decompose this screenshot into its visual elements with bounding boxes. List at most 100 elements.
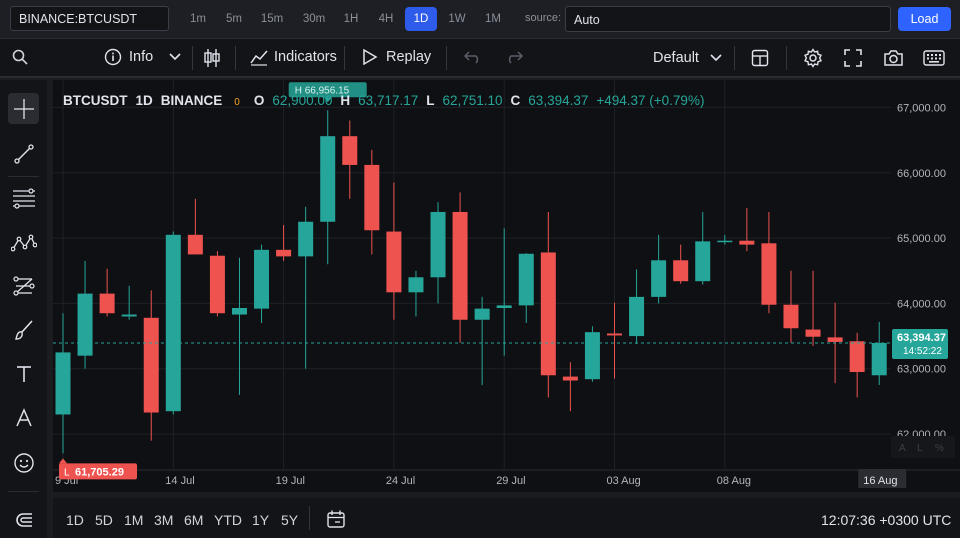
candle-body	[430, 211, 446, 278]
pattern-icon	[10, 234, 37, 251]
load-button[interactable]: Load	[898, 7, 951, 31]
layout-icon[interactable]	[751, 49, 769, 67]
range-6m[interactable]: 6M	[184, 512, 204, 528]
legend-low-label: L	[426, 93, 435, 108]
play-icon	[363, 48, 378, 66]
range-3m[interactable]: 3M	[154, 512, 174, 528]
range-5d[interactable]: 5D	[95, 512, 113, 528]
layout-select[interactable]: Default	[653, 50, 723, 66]
layout-label: Default	[653, 50, 699, 66]
candle-body	[77, 293, 93, 356]
candle-body	[849, 341, 865, 373]
price-tick-label: 66,000.00	[897, 168, 946, 180]
emoji-tool[interactable]	[8, 447, 39, 478]
tools-divider	[8, 176, 39, 177]
candle-body	[739, 240, 755, 245]
crosshair-icon	[13, 98, 34, 119]
range-5y[interactable]: 5Y	[281, 512, 299, 528]
candle-body	[805, 329, 821, 337]
low-marker-value: 61,705.29	[75, 466, 124, 478]
low-marker-prefix: L	[64, 467, 70, 478]
info-button[interactable]: Info	[104, 48, 182, 66]
source-select[interactable]: Auto	[565, 6, 891, 32]
time-tick-label: 24 Jul	[386, 475, 415, 487]
magnet-tool[interactable]	[8, 504, 39, 535]
toolbar-divider	[235, 46, 236, 70]
candle-body	[783, 304, 799, 329]
fullscreen-icon[interactable]	[844, 49, 862, 67]
candle-body	[298, 221, 314, 257]
low-marker-badge	[59, 463, 137, 480]
chart-area[interactable]	[53, 80, 960, 492]
candle-body	[452, 211, 468, 320]
gear-icon[interactable]	[803, 48, 823, 68]
range-ytd[interactable]: YTD	[214, 512, 242, 528]
indicators-icon	[250, 50, 268, 66]
timeframe-5m[interactable]: 5m	[226, 13, 242, 25]
legend-interval: 1D	[135, 93, 153, 108]
legend-open-value: 62,900.00	[272, 93, 333, 108]
tools-divider	[8, 491, 39, 492]
pattern-tool[interactable]	[8, 226, 39, 257]
clock: 12:07:36 +0300 UTC	[821, 512, 952, 528]
redo-icon[interactable]	[504, 50, 524, 64]
undo-icon[interactable]	[463, 50, 483, 64]
keyboard-icon[interactable]	[923, 50, 945, 66]
candle-body	[342, 136, 358, 165]
text-tool[interactable]	[8, 358, 39, 389]
timeframe-4h[interactable]: 4H	[378, 13, 394, 25]
timeframe-1h[interactable]: 1H	[343, 13, 359, 25]
time-tick-label: 08 Aug	[717, 475, 751, 487]
candle-body	[518, 253, 534, 306]
range-1m[interactable]: 1M	[124, 512, 144, 528]
scale-button-0[interactable]: A	[899, 443, 906, 454]
chevron-down-icon	[710, 54, 722, 62]
candles-icon[interactable]	[203, 48, 221, 68]
candle-body	[143, 317, 159, 413]
forecast-tool[interactable]	[8, 270, 39, 301]
trendline-tool[interactable]	[8, 138, 39, 169]
timeframe-15m[interactable]: 15m	[260, 13, 284, 25]
timeframe-1m[interactable]: 1m	[190, 13, 206, 25]
legend-high-value: 63,717.17	[358, 93, 419, 108]
timeframe-1m[interactable]: 1M	[485, 13, 501, 25]
range-1y[interactable]: 1Y	[252, 512, 270, 528]
price-tick-label: 63,000.00	[897, 364, 946, 376]
candle-body	[209, 255, 225, 314]
countdown-timer: 14:52:22	[903, 346, 942, 357]
price-chart[interactable]: 67,000.00 66,000.00 65,000.00 64,000.00 63,0…	[53, 80, 960, 492]
bottom-divider	[309, 506, 310, 530]
last-price-badge	[892, 328, 948, 359]
replay-button[interactable]: Replay	[362, 48, 431, 66]
scale-button-2[interactable]: %	[935, 443, 944, 454]
price-tick-label: 67,000.00	[897, 102, 946, 114]
time-tick-label: 19 Jul	[276, 475, 305, 487]
candle-body	[254, 249, 270, 309]
replay-label: Replay	[386, 49, 432, 65]
timeframe-1d[interactable]: 1D	[405, 7, 437, 31]
annotation-tool[interactable]	[8, 402, 39, 433]
range-1d[interactable]: 1D	[66, 512, 84, 528]
candle-body	[165, 234, 181, 412]
camera-icon[interactable]	[883, 49, 904, 67]
timeframe-30m[interactable]: 30m	[302, 13, 326, 25]
symbol-input[interactable]: BINANCE:BTCUSDT	[10, 6, 169, 31]
timeframe-1w[interactable]: 1W	[448, 13, 466, 25]
legend-close-label: C	[510, 93, 521, 108]
text-icon	[16, 365, 31, 382]
source-label: source:	[525, 12, 562, 24]
brush-icon	[14, 319, 33, 340]
scale-button-1[interactable]: L	[917, 443, 923, 454]
fib-tool[interactable]	[8, 182, 39, 213]
price-axis	[891, 80, 960, 492]
brush-tool[interactable]	[8, 314, 39, 345]
indicators-label: Indicators	[274, 49, 337, 65]
time-tick-label: 03 Aug	[607, 475, 641, 487]
indicators-button[interactable]: Indicators	[250, 48, 337, 66]
search-icon[interactable]	[12, 49, 28, 65]
legend-exchange: BINANCE	[160, 93, 223, 108]
candle-body	[276, 249, 292, 257]
crosshair-tool[interactable]	[8, 93, 39, 124]
calendar-icon[interactable]	[326, 509, 346, 529]
time-tick-label: 29 Jul	[496, 475, 525, 487]
